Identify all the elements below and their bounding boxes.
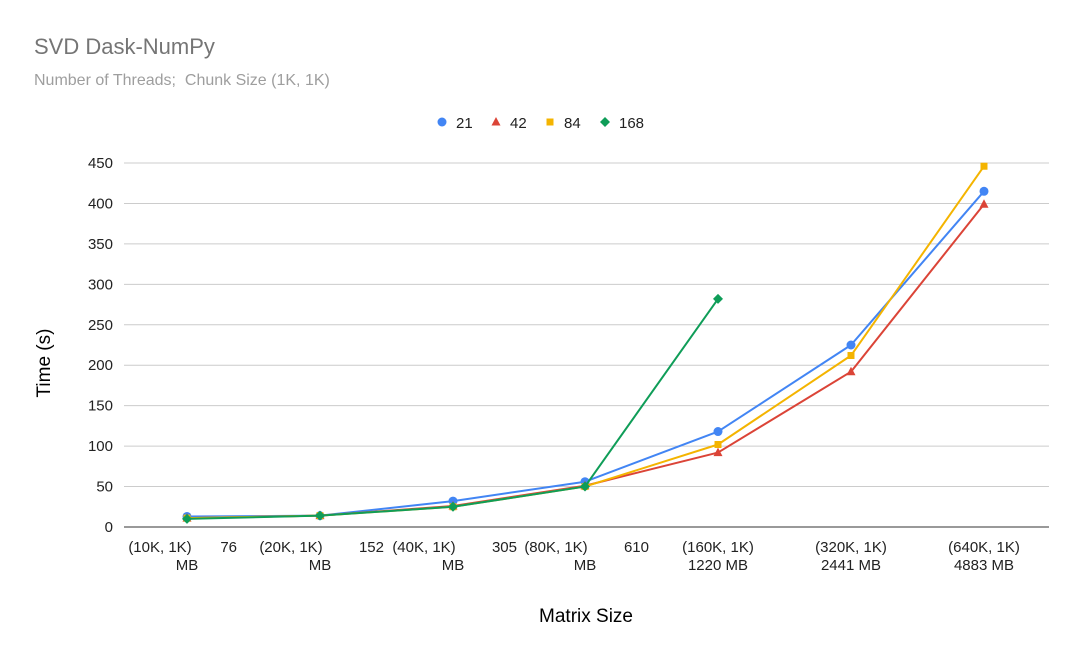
legend-marker: [437, 117, 447, 127]
chart-title: SVD Dask-NumPy: [34, 34, 215, 59]
x-tick-label: MB: [574, 557, 597, 574]
legend-label: 168: [619, 115, 644, 132]
series-line: [186, 298, 719, 520]
data-point: [713, 427, 723, 437]
data-point: [182, 513, 192, 524]
series-168: [182, 293, 723, 524]
data-point: [846, 366, 856, 376]
legend-item: 21: [437, 115, 473, 132]
data-point: [713, 293, 723, 304]
y-tick-label: 150: [88, 398, 113, 415]
y-axis-title: Time (s): [34, 329, 55, 398]
y-tick-label: 450: [88, 155, 113, 172]
data-point: [714, 440, 722, 448]
series-group: [182, 162, 989, 524]
y-tick-label: 300: [88, 276, 113, 293]
y-tick-label: 400: [88, 195, 113, 212]
y-tick-label: 200: [88, 357, 113, 374]
x-tick-label: (640K, 1K): [948, 539, 1020, 556]
x-tick-label: MB: [442, 557, 465, 574]
x-axis-title: Matrix Size: [539, 606, 633, 627]
data-point: [580, 481, 590, 492]
x-tick-label: 152: [359, 539, 384, 556]
x-tick-label: (80K, 1K): [524, 539, 587, 556]
data-point: [980, 162, 988, 170]
x-tick-label: (10K, 1K): [128, 539, 191, 556]
series-line: [186, 165, 985, 520]
data-point: [846, 340, 856, 350]
y-tick-label: 250: [88, 317, 113, 334]
data-point: [448, 501, 458, 512]
x-tick-label: 4883 MB: [954, 557, 1014, 574]
legend-item: 84: [546, 115, 581, 132]
data-point: [713, 447, 723, 457]
y-tick-label: 100: [88, 438, 113, 455]
x-tick-label: 610: [624, 539, 649, 556]
series-84: [183, 162, 988, 522]
legend-marker: [546, 118, 554, 126]
y-axis-ticks: 0 50 100 150 200 250 300 350 400 450: [88, 155, 113, 536]
x-tick-label: 76: [220, 539, 237, 556]
y-tick-label: 0: [105, 519, 113, 536]
series-21: [182, 186, 989, 521]
legend-label: 84: [564, 115, 581, 132]
data-point: [315, 510, 325, 521]
x-tick-label: (320K, 1K): [815, 539, 887, 556]
x-tick-label: (20K, 1K): [259, 539, 322, 556]
legend-item: 168: [600, 115, 644, 132]
legend: 21 42 84 168: [437, 115, 644, 132]
x-tick-label: 2441 MB: [821, 557, 881, 574]
legend-item: 42: [491, 115, 527, 132]
x-tick-label: 1220 MB: [688, 557, 748, 574]
data-point: [847, 352, 855, 360]
grid-lines: [124, 162, 1049, 528]
x-tick-label: (160K, 1K): [682, 539, 754, 556]
legend-marker: [600, 117, 610, 127]
series-line: [186, 203, 985, 520]
series-42: [182, 199, 989, 522]
legend-label: 21: [456, 115, 473, 132]
data-point: [979, 186, 989, 196]
y-tick-label: 50: [96, 479, 113, 496]
x-tick-label: MB: [309, 557, 332, 574]
x-tick-label: 305: [492, 539, 517, 556]
x-tick-label: (40K, 1K): [392, 539, 455, 556]
x-tick-label: MB: [176, 557, 199, 574]
legend-label: 42: [510, 115, 527, 132]
legend-marker: [491, 117, 501, 126]
y-tick-label: 350: [88, 236, 113, 253]
chart-subtitle: Number of Threads; Chunk Size (1K, 1K): [34, 72, 330, 89]
data-point: [979, 199, 989, 208]
